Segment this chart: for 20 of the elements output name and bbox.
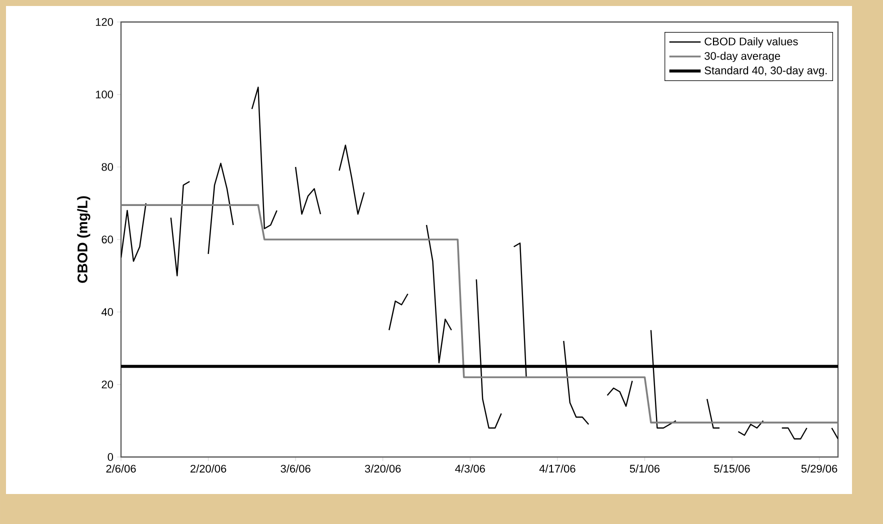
x-tick-label: 2/20/06 xyxy=(190,464,226,473)
x-tick-label: 3/6/06 xyxy=(280,464,310,473)
y-tick-label: 60 xyxy=(102,236,114,244)
x-tick-label: 4/3/06 xyxy=(455,464,485,473)
y-tick-label: 20 xyxy=(102,380,114,388)
x-tick-label: 2/6/06 xyxy=(106,464,136,473)
y-tick-label: 100 xyxy=(96,90,114,98)
x-tick-label: 5/1/06 xyxy=(630,464,660,473)
y-axis-title: CBOD (mg/L) xyxy=(77,196,90,283)
x-tick-label: 4/17/06 xyxy=(539,464,576,473)
y-tick-label: 120 xyxy=(96,18,114,26)
y-tick-label: 0 xyxy=(108,453,114,461)
y-tick-label: 40 xyxy=(101,308,114,316)
x-tick-label: 5/29/06 xyxy=(801,464,838,473)
y-tick-label: 80 xyxy=(102,163,114,171)
legend-label: CBOD Daily values xyxy=(704,37,798,48)
x-tick-label: 5/15/06 xyxy=(714,464,750,473)
legend-label: 30-day average xyxy=(704,52,780,62)
legend-label: Standard 40, 30-day avg. xyxy=(704,66,827,76)
x-tick-label: 3/20/06 xyxy=(364,464,401,473)
